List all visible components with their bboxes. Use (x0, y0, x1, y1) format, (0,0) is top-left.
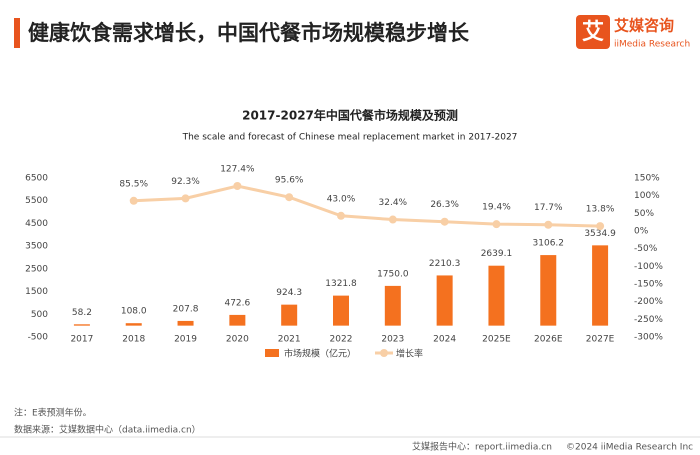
line (133, 184, 601, 228)
bar (488, 265, 505, 326)
source: 数据来源：艾媒数据中心（data.iimedia.cn） (14, 424, 201, 436)
line-value-label: 26.3% (430, 200, 459, 210)
bar-value-label: 108.0 (121, 307, 147, 317)
copyright: ©2024 iiMedia Research Inc (566, 443, 693, 453)
bar-value-label: 924.3 (276, 288, 302, 298)
line-value-label: 32.4% (379, 198, 408, 208)
bar (125, 323, 142, 326)
bar (177, 320, 194, 326)
bar (540, 255, 557, 326)
y-tick-label: 3500 (25, 242, 48, 252)
y-tick-label: 1500 (25, 287, 48, 297)
line-value-label: 85.5% (119, 179, 148, 189)
y-tick-label: 5500 (25, 196, 48, 206)
legend-swatch (265, 349, 279, 357)
line-value-label: 43.0% (327, 194, 356, 204)
line-value-label: 95.6% (275, 176, 304, 186)
line-point (388, 215, 397, 224)
line-value-label: 17.7% (534, 203, 563, 213)
x-tick-label: 2018 (122, 335, 145, 345)
bar-value-label: 1321.8 (325, 279, 357, 289)
bar-value-label: 3534.9 (584, 229, 616, 239)
bar (229, 314, 246, 326)
y2-tick-label: -300% (634, 333, 663, 343)
y2-tick-label: 150% (634, 174, 660, 184)
legend-swatch (380, 349, 388, 357)
line-value-label: 127.4% (220, 164, 255, 174)
x-tick-label: 2021 (278, 335, 301, 345)
line-point (129, 196, 138, 205)
note: 注：E表预测年份。 (14, 407, 92, 419)
logo-icon (576, 15, 610, 49)
x-tick-label: 2027E (586, 335, 615, 345)
line-value-label: 19.4% (482, 203, 511, 213)
bar-value-label: 472.6 (224, 298, 250, 308)
y2-tick-label: -200% (634, 297, 663, 307)
y2-tick-label: 100% (634, 191, 660, 201)
y2-tick-label: 0% (634, 227, 649, 237)
y2-tick-label: -150% (634, 280, 663, 290)
line-point (285, 193, 294, 202)
logo-sub: iiMedia Research (614, 40, 690, 50)
y-tick-label: 500 (31, 310, 48, 320)
line-value-label: 92.3% (171, 177, 200, 187)
y2-tick-label: 50% (634, 209, 654, 219)
chart-subtitle: The scale and forecast of Chinese meal r… (182, 133, 518, 143)
bar (384, 285, 401, 326)
line-point (181, 194, 190, 203)
y-tick-label: 2500 (25, 264, 48, 274)
legend-label: 增长率 (396, 348, 423, 360)
bar (436, 275, 453, 326)
y-tick-label: -500 (28, 333, 49, 343)
bar (281, 304, 298, 326)
title-bar (14, 18, 20, 48)
x-tick-label: 2023 (381, 335, 404, 345)
line-point (233, 181, 242, 190)
x-tick-label: 2017 (70, 335, 93, 345)
bar (592, 245, 609, 326)
report: 艾媒报告中心：report.iimedia.cn (412, 441, 552, 453)
line-point (544, 220, 553, 229)
bar-value-label: 58.2 (72, 308, 92, 318)
x-tick-label: 2026E (534, 335, 563, 345)
line-value-label: 13.8% (586, 205, 615, 215)
y2-tick-label: -100% (634, 262, 663, 272)
y-tick-label: 4500 (25, 219, 48, 229)
line-point (596, 222, 605, 231)
line-point (440, 217, 449, 226)
bar-value-label: 3106.2 (533, 239, 565, 249)
chart-title: 2017-2027年中国代餐市场规模及预测 (242, 108, 458, 123)
legend-label: 市场规模（亿元） (284, 348, 356, 360)
x-tick-label: 2022 (330, 335, 353, 345)
x-tick-label: 2024 (433, 335, 456, 345)
line-point (337, 211, 345, 220)
bar-value-label: 2639.1 (481, 249, 513, 259)
page-title: 健康饮食需求增长，中国代餐市场规模稳步增长 (28, 21, 470, 45)
y2-tick-label: -250% (634, 315, 663, 325)
line-point (492, 220, 501, 229)
logo-icon-text: 艾 (582, 20, 604, 45)
logo-name: 艾媒咨询 (614, 17, 674, 35)
y2-tick-label: -50% (634, 244, 658, 254)
bar-value-label: 2210.3 (429, 259, 461, 269)
y-tick-label: 6500 (25, 174, 48, 184)
x-tick-label: 2020 (226, 335, 249, 345)
bar-value-label: 207.8 (173, 304, 199, 314)
bar (333, 295, 349, 326)
x-tick-label: 2025E (482, 335, 511, 345)
bar (73, 324, 90, 326)
x-tick-label: 2019 (174, 335, 197, 345)
bar-value-label: 1750.0 (377, 269, 409, 279)
